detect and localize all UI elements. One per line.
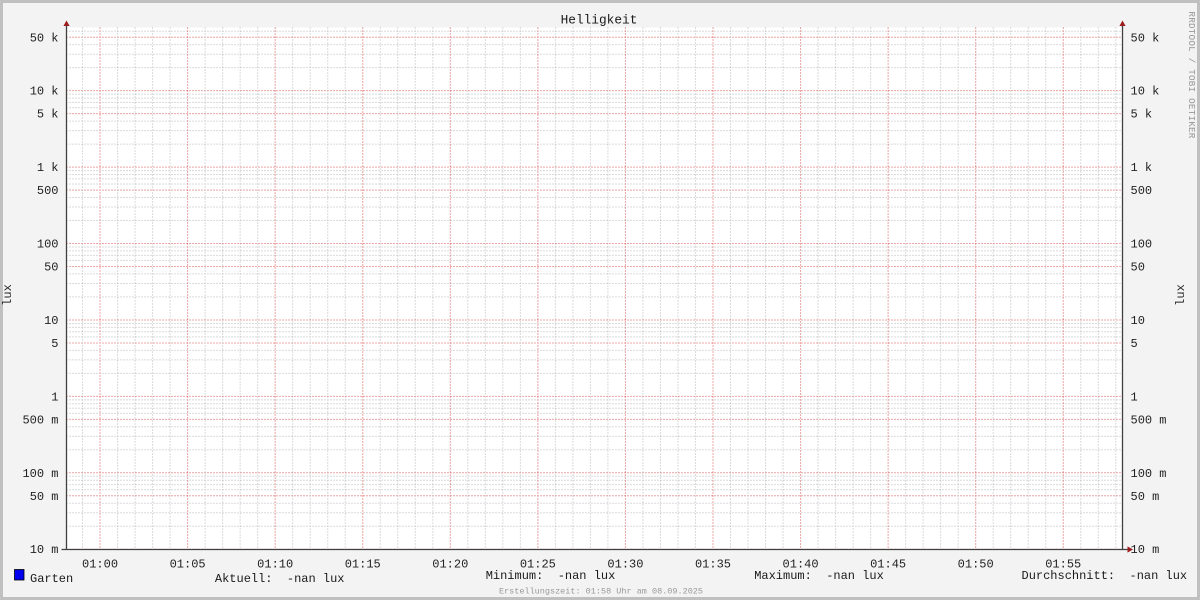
svg-text:1 k: 1 k bbox=[1131, 161, 1153, 175]
svg-text:50: 50 bbox=[1131, 261, 1145, 275]
svg-text:500: 500 bbox=[1131, 184, 1153, 198]
svg-text:5: 5 bbox=[1131, 337, 1138, 351]
svg-text:100 m: 100 m bbox=[22, 467, 58, 481]
svg-text:01:05: 01:05 bbox=[170, 558, 206, 572]
svg-text:01:35: 01:35 bbox=[695, 558, 731, 572]
svg-text:100: 100 bbox=[37, 238, 59, 252]
svg-text:-nan lux: -nan lux bbox=[287, 572, 345, 586]
svg-text:01:50: 01:50 bbox=[958, 558, 994, 572]
svg-text:5 k: 5 k bbox=[37, 108, 59, 122]
svg-text:5 k: 5 k bbox=[1131, 108, 1153, 122]
svg-text:1: 1 bbox=[1131, 390, 1138, 404]
svg-text:10 m: 10 m bbox=[30, 543, 59, 557]
svg-text:50 m: 50 m bbox=[1131, 490, 1160, 504]
svg-text:01:15: 01:15 bbox=[345, 558, 381, 572]
svg-text:01:20: 01:20 bbox=[432, 558, 468, 572]
svg-text:50 k: 50 k bbox=[1131, 31, 1160, 45]
svg-text:50: 50 bbox=[44, 261, 58, 275]
svg-text:500 m: 500 m bbox=[1131, 413, 1167, 427]
svg-text:Erstellungszeit: 01:58 Uhr am: Erstellungszeit: 01:58 Uhr am 08.09.2025 bbox=[499, 587, 703, 597]
svg-text:-nan lux: -nan lux bbox=[558, 569, 616, 583]
svg-text:500: 500 bbox=[37, 184, 59, 198]
svg-text:lux: lux bbox=[1, 284, 15, 306]
svg-text:10 k: 10 k bbox=[30, 85, 59, 99]
svg-text:Durchschnitt:: Durchschnitt: bbox=[1022, 569, 1116, 583]
svg-text:10 m: 10 m bbox=[1131, 543, 1160, 557]
svg-text:10: 10 bbox=[1131, 314, 1145, 328]
svg-text:01:10: 01:10 bbox=[257, 558, 293, 572]
svg-text:01:00: 01:00 bbox=[82, 558, 118, 572]
svg-text:lux: lux bbox=[1174, 284, 1188, 306]
svg-text:50 m: 50 m bbox=[30, 490, 59, 504]
svg-text:-nan lux: -nan lux bbox=[1130, 569, 1188, 583]
svg-text:1 k: 1 k bbox=[37, 161, 59, 175]
svg-text:Minimum:: Minimum: bbox=[486, 569, 544, 583]
svg-text:Aktuell:: Aktuell: bbox=[215, 572, 273, 586]
svg-text:Garten: Garten bbox=[30, 572, 73, 586]
svg-text:1: 1 bbox=[51, 390, 58, 404]
svg-text:Helligkeit: Helligkeit bbox=[561, 13, 638, 28]
svg-text:50 k: 50 k bbox=[30, 31, 59, 45]
svg-text:500 m: 500 m bbox=[22, 413, 58, 427]
svg-text:RRDTOOL / TOBI OETIKER: RRDTOOL / TOBI OETIKER bbox=[1186, 11, 1197, 138]
svg-text:Maximum:: Maximum: bbox=[754, 569, 812, 583]
svg-text:100: 100 bbox=[1131, 238, 1153, 252]
svg-text:-nan lux: -nan lux bbox=[826, 569, 884, 583]
svg-text:5: 5 bbox=[51, 337, 58, 351]
svg-text:10 k: 10 k bbox=[1131, 85, 1160, 99]
svg-text:100 m: 100 m bbox=[1131, 467, 1167, 481]
svg-text:10: 10 bbox=[44, 314, 58, 328]
